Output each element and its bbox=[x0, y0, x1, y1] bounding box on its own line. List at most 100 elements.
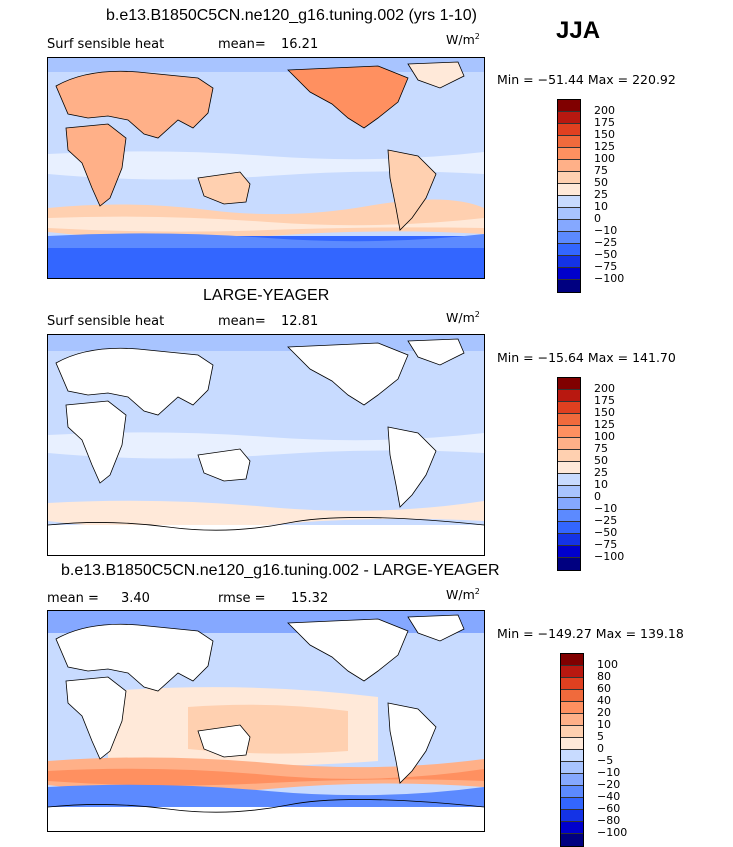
panel1-colorbar bbox=[557, 99, 581, 293]
panel2-colorbar-tick-label: 200 bbox=[594, 382, 615, 395]
panel2-colorbar-tick-label: 175 bbox=[594, 394, 615, 407]
panel1-namerica-land bbox=[287, 65, 409, 129]
panel2-min-max: Min = −15.64 Max = 141.70 bbox=[497, 350, 676, 365]
panel2-title: LARGE-YEAGER bbox=[203, 287, 330, 304]
panel3-colorbar-box bbox=[561, 702, 583, 714]
panel1-colorbar-tick-label: 175 bbox=[594, 116, 615, 129]
panel3-greenland-land bbox=[407, 614, 465, 642]
panel1-colorbar-tick-label: 75 bbox=[594, 164, 608, 177]
panel1-mean-value: 16.21 bbox=[281, 37, 319, 52]
panel3-colorbar-tick-label: 5 bbox=[597, 730, 604, 743]
panel2-colorbar-box bbox=[558, 498, 580, 510]
panel1-colorbar-tick-label: −50 bbox=[594, 248, 618, 261]
panel3-colorbar-box bbox=[561, 738, 583, 750]
panel1-map bbox=[47, 57, 485, 279]
panel3-colorbar-tick-label: −20 bbox=[597, 778, 621, 791]
season-label: JJA bbox=[556, 17, 601, 44]
panel2-variable: Surf sensible heat bbox=[47, 314, 165, 329]
panel3-colorbar-tick-label: 20 bbox=[597, 706, 611, 719]
panel2-eurasia-land bbox=[55, 347, 214, 416]
panel1-colorbar-box bbox=[558, 100, 580, 112]
panel2-colorbar-tick-label: −75 bbox=[594, 538, 618, 551]
panel2-greenland-land bbox=[407, 338, 465, 366]
panel2-mean-value: 12.81 bbox=[281, 314, 319, 329]
panel2-samerica-land bbox=[387, 426, 437, 508]
panel3-map bbox=[47, 610, 485, 832]
panel3-colorbar bbox=[560, 653, 584, 847]
panel3-colorbar-tick-label: 10 bbox=[597, 718, 611, 731]
panel3-colorbar-box bbox=[561, 726, 583, 738]
panel3-colorbar-box bbox=[561, 678, 583, 690]
panel3-units: W/m2 bbox=[446, 586, 480, 602]
panel3-colorbar-box bbox=[561, 714, 583, 726]
panel2-colorbar-tick-label: 10 bbox=[594, 478, 608, 491]
panel2-colorbar-box bbox=[558, 450, 580, 462]
panel3-colorbar-box bbox=[561, 798, 583, 810]
panel2-colorbar-box bbox=[558, 522, 580, 534]
panel3-colorbar-box bbox=[561, 750, 583, 762]
panel3-colorbar-box bbox=[561, 822, 583, 834]
panel3-colorbar-box bbox=[561, 786, 583, 798]
panel1-colorbar-tick-label: 200 bbox=[594, 104, 615, 117]
panel1-australia-land bbox=[197, 171, 251, 205]
panel1-colorbar-tick-label: −25 bbox=[594, 236, 618, 249]
panel2-colorbar-box bbox=[558, 402, 580, 414]
panel1-colorbar-box bbox=[558, 220, 580, 232]
panel2-colorbar-box bbox=[558, 462, 580, 474]
panel2-colorbar-tick-label: 25 bbox=[594, 466, 608, 479]
panel3-africa-land bbox=[65, 676, 127, 760]
panel1-colorbar-box bbox=[558, 124, 580, 136]
panel3-mean-value: 3.40 bbox=[121, 591, 150, 606]
panel3-colorbar-tick-label: −60 bbox=[597, 802, 621, 815]
panel1-eurasia-land bbox=[55, 70, 214, 139]
panel3-colorbar-tick-label: −100 bbox=[597, 826, 628, 839]
panel2-colorbar-tick-label: 75 bbox=[594, 442, 608, 455]
panel1-mean-label: mean= bbox=[218, 37, 266, 52]
panel3-namerica-land bbox=[287, 618, 409, 682]
panel2-colorbar-box bbox=[558, 534, 580, 546]
panel1-colorbar-tick-label: 125 bbox=[594, 140, 615, 153]
panel2-colorbar-tick-label: 150 bbox=[594, 406, 615, 419]
panel1-variable: Surf sensible heat bbox=[47, 37, 165, 52]
panel2-colorbar-tick-label: −100 bbox=[594, 550, 625, 563]
panel3-colorbar-tick-label: 0 bbox=[597, 742, 604, 755]
panel3-rmse-label: rmse = bbox=[218, 591, 266, 606]
panel2-colorbar-box bbox=[558, 486, 580, 498]
panel2-colorbar-tick-label: 100 bbox=[594, 430, 615, 443]
panel3-colorbar-box bbox=[561, 762, 583, 774]
panel2-units: W/m2 bbox=[446, 309, 480, 325]
panel1-colorbar-box bbox=[558, 172, 580, 184]
panel1-greenland-land bbox=[407, 61, 465, 89]
panel1-colorbar-box bbox=[558, 208, 580, 220]
panel3-colorbar-tick-label: 100 bbox=[597, 658, 618, 671]
panel1-units: W/m2 bbox=[446, 31, 480, 47]
panel2-colorbar-box bbox=[558, 546, 580, 558]
panel2-africa-land bbox=[65, 400, 127, 484]
panel1-colorbar-tick-label: −10 bbox=[594, 224, 618, 237]
panel1-colorbar-box bbox=[558, 196, 580, 208]
panel2-colorbar-box bbox=[558, 438, 580, 450]
panel1-colorbar-box bbox=[558, 280, 580, 292]
panel2-antarctic-land bbox=[48, 525, 484, 555]
panel3-title: b.e13.B1850C5CN.ne120_g16.tuning.002 - L… bbox=[61, 562, 500, 579]
panel1-colorbar-box bbox=[558, 232, 580, 244]
panel2-colorbar-tick-label: −10 bbox=[594, 502, 618, 515]
panel2-colorbar-tick-label: −25 bbox=[594, 514, 618, 527]
panel2-colorbar-tick-label: 0 bbox=[594, 490, 601, 503]
panel3-colorbar-box bbox=[561, 834, 583, 846]
panel1-colorbar-box bbox=[558, 268, 580, 280]
panel1-samerica-land bbox=[387, 149, 437, 231]
panel2-colorbar-tick-label: −50 bbox=[594, 526, 618, 539]
panel3-colorbar-tick-label: −40 bbox=[597, 790, 621, 803]
panel1-colorbar-tick-label: 0 bbox=[594, 212, 601, 225]
panel1-colorbar-box bbox=[558, 184, 580, 196]
panel3-colorbar-box bbox=[561, 774, 583, 786]
panel1-colorbar-box bbox=[558, 112, 580, 124]
panel1-colorbar-box bbox=[558, 256, 580, 268]
panel1-colorbar-tick-label: 150 bbox=[594, 128, 615, 141]
panel2-colorbar-box bbox=[558, 558, 580, 570]
panel1-min-max: Min = −51.44 Max = 220.92 bbox=[497, 72, 676, 87]
panel3-eurasia-land bbox=[55, 623, 214, 692]
panel3-antarctic-land bbox=[48, 807, 484, 831]
panel2-australia-land bbox=[197, 448, 251, 482]
